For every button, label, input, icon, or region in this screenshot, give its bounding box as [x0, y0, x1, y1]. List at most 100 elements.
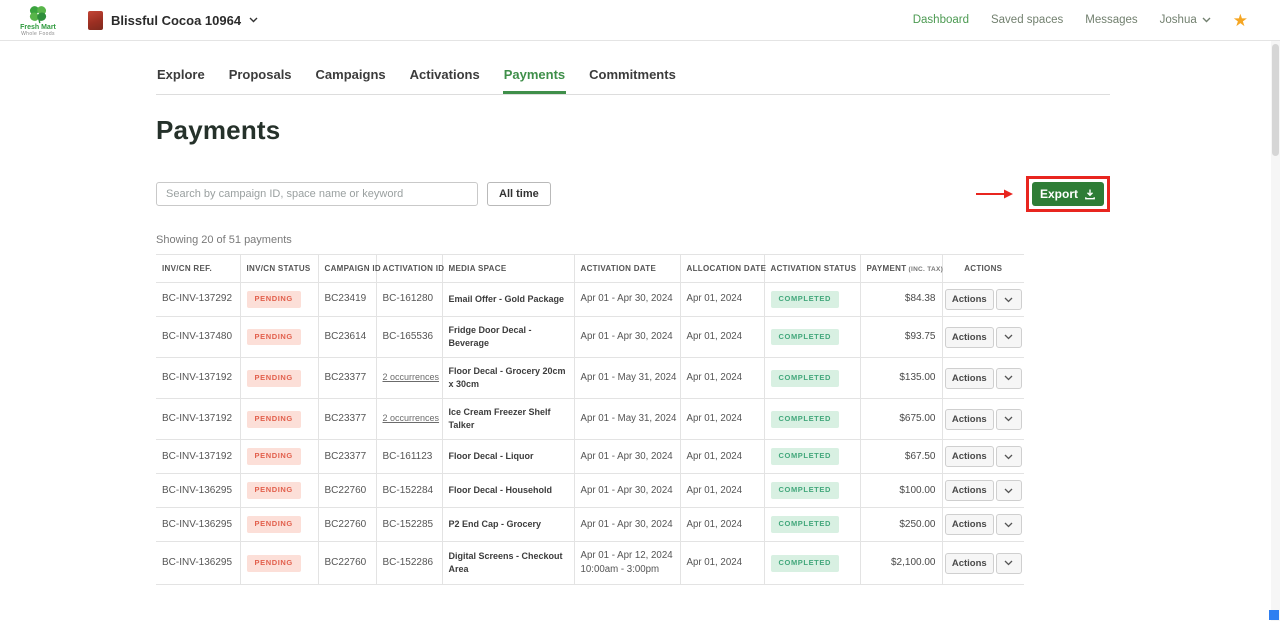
cell-allocation-date: Apr 01, 2024	[680, 317, 764, 358]
actions-dropdown-button[interactable]	[996, 327, 1022, 348]
search-input[interactable]	[156, 182, 478, 206]
table-row: BC-INV-137192PENDINGBC23377BC-161123Floo…	[156, 440, 1024, 474]
actions-button[interactable]: Actions	[945, 409, 994, 430]
actions-button[interactable]: Actions	[945, 327, 994, 348]
annotation-arrow	[976, 188, 1014, 200]
download-icon	[1084, 188, 1096, 200]
cell-inv-ref: BC-INV-137292	[156, 283, 240, 317]
account-logo	[88, 11, 103, 30]
cell-activation-id: 2 occurrences	[376, 358, 442, 399]
cell-inv-status: PENDING	[240, 508, 318, 542]
cell-inv-status: PENDING	[240, 283, 318, 317]
nav-messages[interactable]: Messages	[1085, 14, 1137, 26]
cell-media-space: Floor Decal - Grocery 20cm x 30cm	[442, 358, 574, 399]
cell-activation-status: COMPLETED	[764, 542, 860, 585]
cell-inv-ref: BC-INV-137192	[156, 440, 240, 474]
table-header-row: INV/CN REF.INV/CN STATUSCAMPAIGN IDACTIV…	[156, 255, 1024, 283]
cell-actions: Actions	[942, 508, 1024, 542]
payments-table: INV/CN REF.INV/CN STATUSCAMPAIGN IDACTIV…	[156, 254, 1024, 585]
tab-commitments[interactable]: Commitments	[588, 61, 677, 94]
cell-activation-status: COMPLETED	[764, 399, 860, 440]
actions-dropdown-button[interactable]	[996, 368, 1022, 389]
cell-activation-date: Apr 01 - Apr 30, 2024	[574, 317, 680, 358]
tab-explore[interactable]: Explore	[156, 61, 206, 94]
time-filter-button[interactable]: All time	[487, 182, 551, 206]
cell-activation-date: Apr 01 - May 31, 2024	[574, 358, 680, 399]
cell-activation-date: Apr 01 - Apr 30, 2024	[574, 440, 680, 474]
payments-table-body: BC-INV-137292PENDINGBC23419BC-161280Emai…	[156, 283, 1024, 585]
cell-inv-ref: BC-INV-136295	[156, 474, 240, 508]
cell-inv-ref: BC-INV-136295	[156, 542, 240, 585]
chevron-down-icon	[1004, 522, 1013, 528]
annotation-box: Export	[1026, 176, 1110, 212]
nav-dashboard[interactable]: Dashboard	[913, 14, 969, 26]
cell-payment: $100.00	[860, 474, 942, 508]
scrollbar-thumb[interactable]	[1272, 44, 1279, 156]
page-title: Payments	[156, 115, 1110, 146]
account-switcher[interactable]: Blissful Cocoa 10964	[88, 11, 258, 30]
cell-allocation-date: Apr 01, 2024	[680, 399, 764, 440]
column-header-activation-status: ACTIVATION STATUS	[764, 255, 860, 283]
tab-activations[interactable]: Activations	[409, 61, 481, 94]
cell-media-space: Floor Decal - Liquor	[442, 440, 574, 474]
cell-activation-status: COMPLETED	[764, 358, 860, 399]
invoice-status-badge: PENDING	[247, 370, 301, 387]
cell-media-space: Digital Screens - Checkout Area	[442, 542, 574, 585]
freshmart-logo[interactable]: Fresh Mart Whole Foods	[14, 4, 62, 37]
cell-activation-id: BC-152285	[376, 508, 442, 542]
actions-dropdown-button[interactable]	[996, 446, 1022, 467]
tab-proposals[interactable]: Proposals	[228, 61, 293, 94]
actions-dropdown-button[interactable]	[996, 480, 1022, 501]
actions-button[interactable]: Actions	[945, 514, 994, 535]
occurrences-link[interactable]: 2 occurrences	[383, 372, 440, 382]
activation-status-badge: COMPLETED	[771, 411, 839, 428]
cell-activation-status: COMPLETED	[764, 474, 860, 508]
cell-activation-status: COMPLETED	[764, 317, 860, 358]
cell-inv-status: PENDING	[240, 317, 318, 358]
chevron-down-icon	[249, 17, 258, 23]
tab-campaigns[interactable]: Campaigns	[315, 61, 387, 94]
cell-actions: Actions	[942, 474, 1024, 508]
table-row: BC-INV-137480PENDINGBC23614BC-165536Frid…	[156, 317, 1024, 358]
column-header-payment: PAYMENT (INC. TAX)	[860, 255, 942, 283]
activation-status-badge: COMPLETED	[771, 555, 839, 572]
cell-campaign-id: BC23419	[318, 283, 376, 317]
cell-media-space: Ice Cream Freezer Shelf Talker	[442, 399, 574, 440]
chevron-down-icon	[1004, 560, 1013, 566]
tab-payments[interactable]: Payments	[503, 61, 566, 94]
cell-campaign-id: BC23377	[318, 440, 376, 474]
cell-activation-date: Apr 01 - Apr 12, 202410:00am - 3:00pm	[574, 542, 680, 585]
cell-inv-status: PENDING	[240, 399, 318, 440]
activation-status-badge: COMPLETED	[771, 370, 839, 387]
main-content: Explore Proposals Campaigns Activations Paym…	[156, 61, 1110, 585]
user-name: Joshua	[1160, 14, 1197, 26]
favorites-star-icon[interactable]: ★	[1233, 12, 1248, 29]
actions-dropdown-button[interactable]	[996, 409, 1022, 430]
occurrences-link[interactable]: 2 occurrences	[383, 413, 440, 423]
actions-button[interactable]: Actions	[945, 553, 994, 574]
top-nav: Dashboard Saved spaces Messages Joshua ★	[913, 12, 1248, 29]
scrollbar	[1271, 41, 1280, 621]
actions-button[interactable]: Actions	[945, 368, 994, 389]
invoice-status-badge: PENDING	[247, 291, 301, 308]
actions-button[interactable]: Actions	[945, 446, 994, 467]
cell-actions: Actions	[942, 358, 1024, 399]
export-button[interactable]: Export	[1032, 182, 1104, 206]
cell-media-space: Floor Decal - Household	[442, 474, 574, 508]
invoice-status-badge: PENDING	[247, 448, 301, 465]
actions-dropdown-button[interactable]	[996, 289, 1022, 310]
actions-dropdown-button[interactable]	[996, 514, 1022, 535]
column-header-inv-cn-status: INV/CN STATUS	[240, 255, 318, 283]
invoice-status-badge: PENDING	[247, 555, 301, 572]
cell-activation-id: BC-152286	[376, 542, 442, 585]
user-menu[interactable]: Joshua	[1160, 14, 1211, 26]
actions-button[interactable]: Actions	[945, 289, 994, 310]
invoice-status-badge: PENDING	[247, 482, 301, 499]
cell-inv-status: PENDING	[240, 358, 318, 399]
actions-dropdown-button[interactable]	[996, 553, 1022, 574]
chevron-down-icon	[1004, 375, 1013, 381]
actions-button[interactable]: Actions	[945, 480, 994, 501]
cell-campaign-id: BC22760	[318, 508, 376, 542]
nav-saved-spaces[interactable]: Saved spaces	[991, 14, 1063, 26]
table-row: BC-INV-137192PENDINGBC233772 occurrences…	[156, 358, 1024, 399]
